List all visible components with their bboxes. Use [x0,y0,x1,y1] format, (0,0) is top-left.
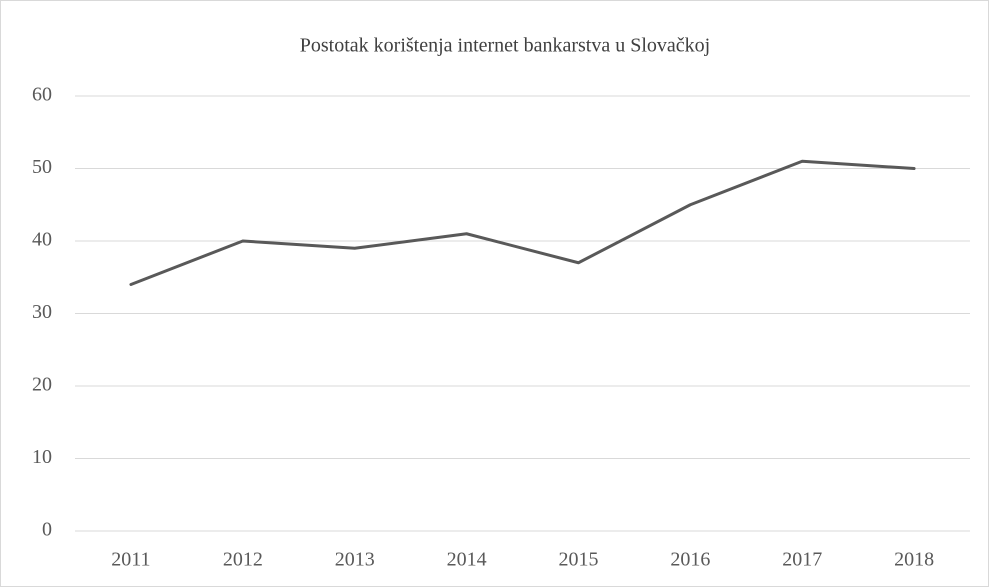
y-tick-label: 0 [42,519,52,541]
y-tick-label: 20 [32,374,52,396]
x-tick-label: 2016 [670,549,710,571]
x-tick-label: 2014 [447,549,487,571]
y-tick-label: 30 [32,301,52,323]
y-tick-label: 10 [32,446,52,468]
x-tick-label: 2018 [894,549,934,571]
y-tick-label: 60 [32,84,52,106]
x-tick-label: 2013 [335,549,375,571]
y-tick-label: 40 [32,229,52,251]
x-tick-label: 2011 [111,549,150,571]
x-tick-label: 2015 [558,549,598,571]
chart-title: Postotak korištenja internet bankarstva … [300,35,710,57]
data-line [129,159,916,286]
y-tick-label: 50 [32,156,52,178]
x-tick-label: 2017 [782,549,822,571]
x-tick-label: 2012 [223,549,263,571]
